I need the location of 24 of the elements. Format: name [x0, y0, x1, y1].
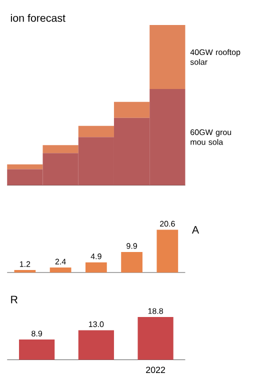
chart-title: ion forecast	[10, 14, 66, 22]
data-label: 18.8	[148, 308, 163, 314]
series-label: 40GW rooftop solar	[190, 49, 240, 65]
bar	[78, 126, 114, 138]
bar	[120, 252, 142, 273]
series-label: 60GW grou mou sola	[190, 129, 231, 145]
data-label: 20.6	[160, 220, 175, 227]
data-label: 9.9	[126, 243, 137, 249]
x-tick-label: 2022	[146, 366, 165, 374]
bar	[114, 102, 150, 118]
bar	[156, 230, 178, 273]
bar	[14, 270, 36, 273]
bar	[7, 164, 43, 170]
bar	[50, 268, 72, 273]
data-label: 1.2	[20, 261, 30, 267]
bar	[149, 24, 186, 90]
bar	[85, 262, 107, 273]
data-label: 2.4	[55, 258, 66, 264]
bar	[42, 145, 78, 154]
data-label: 4.9	[90, 254, 102, 260]
data-label: 8.9	[31, 330, 42, 336]
chart-title: R	[11, 296, 18, 304]
data-label: 13.0	[88, 321, 104, 328]
text: A	[192, 226, 199, 234]
